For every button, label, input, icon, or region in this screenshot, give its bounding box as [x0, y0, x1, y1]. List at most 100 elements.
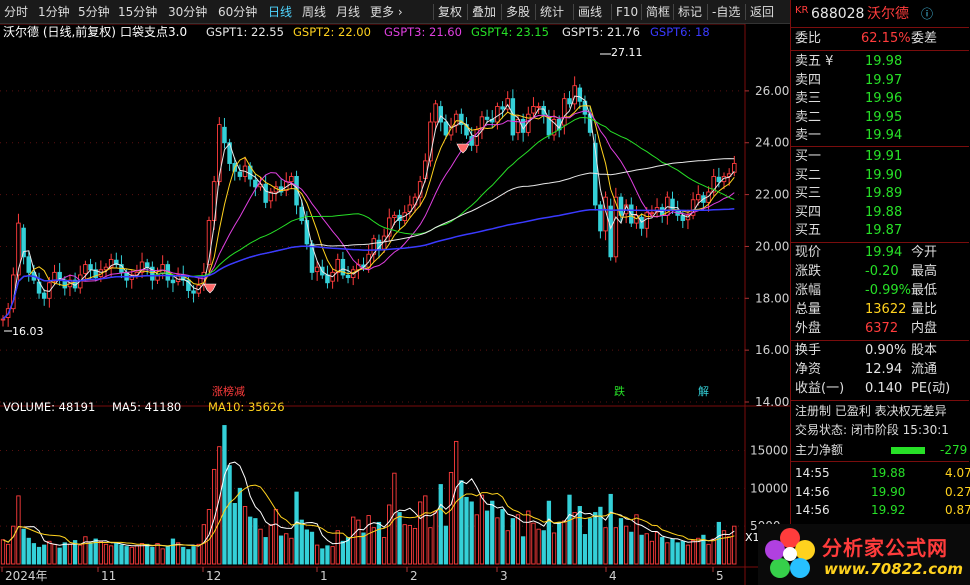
- row-label: 买一: [795, 149, 822, 164]
- tick-price: 19.92: [871, 503, 906, 517]
- volume-bar: [701, 534, 706, 565]
- volume-bar: [98, 540, 104, 565]
- period-tab[interactable]: 分时: [4, 5, 29, 19]
- toolbar-button[interactable]: 复权: [438, 5, 463, 19]
- candle-body: [227, 142, 232, 164]
- volume-bar: [340, 540, 346, 565]
- volume-bar: [361, 532, 366, 565]
- volume-bar: [62, 542, 67, 565]
- kline-chart[interactable]: 26.00 24.00 22.00 20.00 18.00 16.00 14.00 15000…: [0, 24, 790, 585]
- volume-bar: [320, 548, 325, 565]
- volume-bar: [211, 468, 217, 565]
- candle-body: [325, 274, 330, 284]
- row-label: 收益(一): [795, 381, 845, 396]
- toolbar-divider: [467, 4, 468, 20]
- toolbar-button[interactable]: 叠加: [472, 5, 497, 19]
- volume-bar: [639, 534, 644, 565]
- volume-bar: [618, 518, 624, 565]
- volume-bar: [510, 518, 515, 565]
- toolbar-button[interactable]: 标记: [678, 5, 703, 19]
- volume-bar: [567, 494, 572, 565]
- toolbar-button[interactable]: F10: [616, 5, 639, 19]
- candle-body: [52, 271, 57, 282]
- volume-bar: [423, 495, 428, 565]
- volume-bar: [186, 549, 191, 565]
- kr-tag: KR: [795, 5, 809, 16]
- period-tab[interactable]: 日线: [268, 5, 293, 19]
- candle-body: [0, 318, 6, 321]
- toolbar-button[interactable]: 多股: [506, 5, 531, 19]
- candle-body: [150, 266, 155, 281]
- toolbar-button[interactable]: 简框: [646, 5, 671, 19]
- volume-bar: [474, 514, 479, 565]
- volume-bar: [57, 547, 62, 565]
- volume-bar: [268, 524, 273, 565]
- toolbar-button[interactable]: -自选: [712, 5, 741, 19]
- period-tab[interactable]: 周线: [302, 5, 327, 19]
- candle-body: [41, 292, 47, 299]
- volume-bar: [381, 537, 387, 565]
- legend-item: GSPT2: 22.00: [293, 25, 371, 39]
- volume-bar: [541, 530, 546, 565]
- row-label-2: 流通: [911, 362, 938, 377]
- period-tab[interactable]: 5分钟: [78, 5, 110, 19]
- row-value: 19.91: [865, 149, 903, 164]
- tick-vol: 0.27: [945, 484, 970, 499]
- quote-row: 涨幅 -0.99% 最低: [795, 282, 968, 300]
- period-tab[interactable]: 更多 ›: [370, 5, 403, 19]
- legend-item: GSPT5: 21.76: [562, 25, 640, 39]
- volume-bar: [165, 546, 170, 565]
- signal-diamond-icon: [203, 283, 217, 294]
- volume-bar: [418, 501, 423, 565]
- tick-vol: 0.87: [945, 503, 970, 517]
- period-tab[interactable]: 60分钟: [218, 5, 258, 19]
- volume-bar: [428, 527, 433, 565]
- volume-bar: [309, 531, 315, 565]
- toolbar-button[interactable]: 统计: [540, 5, 565, 19]
- toolbar-button[interactable]: 画线: [578, 5, 603, 19]
- divider: [791, 400, 969, 401]
- volume-bar: [577, 506, 582, 565]
- candle-body: [263, 183, 268, 203]
- volume-bar: [376, 521, 382, 565]
- volume-bar: [222, 425, 227, 565]
- candle-body: [16, 222, 21, 276]
- net-flow-label: 主力净额: [795, 443, 844, 457]
- low-price-label: 16.03: [12, 325, 44, 338]
- volume-bar: [407, 524, 412, 565]
- price-tick-label: 14.00: [755, 395, 789, 409]
- volume-bar: [433, 511, 438, 565]
- period-tab[interactable]: 1分钟: [38, 5, 70, 19]
- tick-row: 14:56 19.92 0.87: [795, 501, 970, 519]
- period-tab[interactable]: 月线: [336, 5, 361, 19]
- tick-time: 14:55: [795, 466, 830, 480]
- period-tab[interactable]: 15分钟: [118, 5, 158, 19]
- candle-body: [608, 205, 613, 258]
- candle-body: [139, 261, 145, 273]
- period-tab[interactable]: 30分钟: [168, 5, 208, 19]
- indicator-name: 口袋支点3.0: [120, 25, 187, 39]
- event-marker: 跌: [614, 384, 625, 398]
- volume-bar: [459, 480, 464, 565]
- toolbar-button[interactable]: 返回: [750, 5, 775, 19]
- volume-bar: [21, 528, 26, 565]
- candle-body: [716, 176, 722, 183]
- volume-bar: [114, 543, 119, 565]
- tick-vol: 4.07: [945, 466, 970, 480]
- quote-row: 净资 12.94 流通: [795, 361, 968, 379]
- net-flow-value: -279: [940, 443, 968, 457]
- row-label: 买二: [795, 167, 822, 183]
- candle-body: [114, 259, 119, 266]
- info-icon[interactable]: ⓘ: [921, 7, 934, 21]
- candle-body: [536, 105, 541, 108]
- candle-body: [88, 264, 93, 271]
- volume-bar: [119, 544, 124, 565]
- toolbar-divider: [641, 4, 642, 20]
- volume-ma-5: [2, 461, 735, 547]
- row-label: 卖五 ¥: [795, 54, 834, 69]
- row-value: 19.89: [865, 186, 903, 202]
- price-tick-label: 18.00: [755, 291, 789, 305]
- candle-body: [721, 175, 727, 183]
- candle-body: [613, 196, 619, 258]
- trade-status: 交易状态: 闭市阶段 15:30:1: [795, 423, 949, 437]
